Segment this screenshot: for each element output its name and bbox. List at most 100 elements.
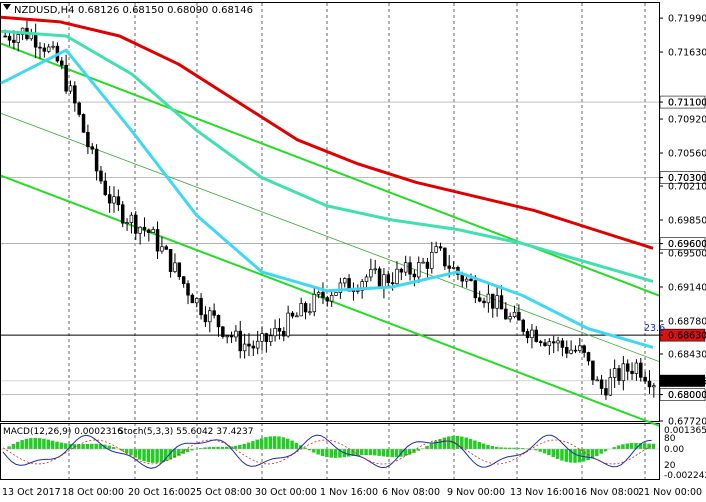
candle-body: [308, 311, 312, 314]
candle-body: [3, 35, 7, 38]
candle-body: [73, 85, 77, 104]
macd-bar: [16, 441, 20, 449]
macd-bar: [90, 443, 94, 449]
price-tick-label: 0.68630: [668, 331, 706, 342]
macd-bar: [473, 440, 477, 449]
symbol-label: NZDUSD,H4: [14, 5, 74, 16]
stoch-label: Stoch(5,3,3) 55.6042 37.4237: [118, 427, 253, 437]
time-axis: 13 Oct 2017 18 Oct 00:00 20 Oct 16:00 25 Oc…: [2, 487, 702, 498]
macd-bar: [555, 449, 560, 459]
candle-body: [155, 229, 160, 252]
macd-bar: [290, 440, 294, 449]
macd-bar: [63, 443, 68, 449]
macd-bar: [651, 443, 656, 449]
candle-body: [120, 204, 125, 224]
macd-bar: [177, 449, 181, 456]
macd-bar: [377, 449, 381, 456]
price-tick-label: 0.71630: [668, 48, 706, 59]
candle-body: [64, 64, 68, 92]
macd-bar: [255, 439, 259, 449]
vertical-grid: [68, 3, 646, 479]
price-tick-label: 0.69850: [668, 216, 706, 227]
macd-bar: [185, 449, 190, 452]
macd-bar: [216, 446, 220, 449]
price-tick-label: 0.71990: [668, 14, 706, 25]
candle-body: [438, 246, 443, 249]
price-tick-label: 0.69140: [668, 283, 706, 294]
candle-body: [338, 282, 343, 293]
candle-body: [608, 377, 613, 396]
candle-body: [412, 273, 417, 278]
candle-body: [51, 45, 55, 48]
candle-body: [586, 352, 591, 362]
candle-body: [582, 345, 586, 353]
macd-bar: [20, 440, 24, 449]
candle-body: [208, 310, 212, 323]
horizontal-levels: 0.71100 0.70300 0.69600 0.68630 0.68000 0.681…: [1, 95, 706, 401]
macd-bar: [29, 438, 33, 449]
macd-bar: [277, 436, 281, 449]
macd-bar: [486, 444, 490, 449]
macd-bar: [225, 446, 229, 449]
candle-body: [177, 262, 182, 278]
candle-body: [99, 170, 103, 182]
header: NZDUSD,H4 0.68126 0.68150 0.68090 0.6814…: [3, 4, 253, 16]
macd-bar: [642, 443, 647, 449]
macd-bar: [107, 445, 111, 449]
candle-body: [425, 261, 430, 269]
candle-body: [351, 290, 356, 293]
candle-body: [138, 226, 142, 234]
candle-body: [399, 268, 404, 273]
macd-bar: [251, 441, 255, 449]
macd-bar: [386, 449, 390, 457]
macd-bar: [381, 449, 386, 457]
candle-body: [90, 146, 94, 150]
macd-bar: [512, 447, 516, 449]
candle-body: [591, 360, 595, 381]
macd-bar: [538, 449, 542, 452]
macd-bar: [59, 442, 64, 449]
macd-bar: [238, 445, 242, 449]
candle-body: [134, 214, 138, 234]
macd-bar: [359, 449, 364, 456]
time-tick-label: 1 Nov 16:00: [320, 487, 378, 498]
macd-bar: [325, 449, 329, 458]
candle-body: [312, 293, 317, 313]
candle-body: [560, 340, 565, 348]
candle-body: [260, 333, 264, 342]
macd-bar: [534, 449, 538, 451]
candle-body: [547, 341, 552, 346]
candle-body: [573, 349, 578, 352]
candle-body: [181, 276, 186, 285]
macd-bar: [542, 449, 547, 454]
candle-body: [625, 363, 630, 372]
candle-body: [447, 265, 451, 269]
candle-body: [517, 311, 521, 321]
candle-body: [604, 388, 608, 396]
candle-body: [512, 311, 517, 317]
candle-body: [617, 368, 621, 381]
candle-body: [303, 303, 308, 313]
indicator-axis: 0.001365 80 0.00 20 -0.002242: [664, 426, 706, 481]
macd-bar: [294, 442, 299, 449]
macd-bar: [268, 436, 273, 449]
time-tick-label: 25 Oct 08:00: [190, 487, 252, 498]
macd-bar: [525, 448, 529, 449]
macd-bar: [468, 438, 473, 449]
candle-body: [543, 342, 547, 346]
candle-body: [129, 214, 134, 223]
candle-body: [464, 278, 469, 282]
time-tick-label: 21 Nov 00:00: [638, 487, 702, 498]
candle-body: [491, 293, 495, 309]
candle-body: [77, 102, 81, 115]
candle-body: [151, 229, 155, 233]
macd-bar: [333, 449, 338, 458]
stoch-axis-80: 80: [664, 434, 676, 444]
candle-body: [482, 300, 486, 304]
macd-bar: [285, 438, 290, 449]
macd-bar: [120, 449, 125, 451]
price-tick-label: 0.68000: [668, 390, 706, 401]
candle-body: [556, 340, 560, 344]
macd-bar: [433, 441, 438, 449]
